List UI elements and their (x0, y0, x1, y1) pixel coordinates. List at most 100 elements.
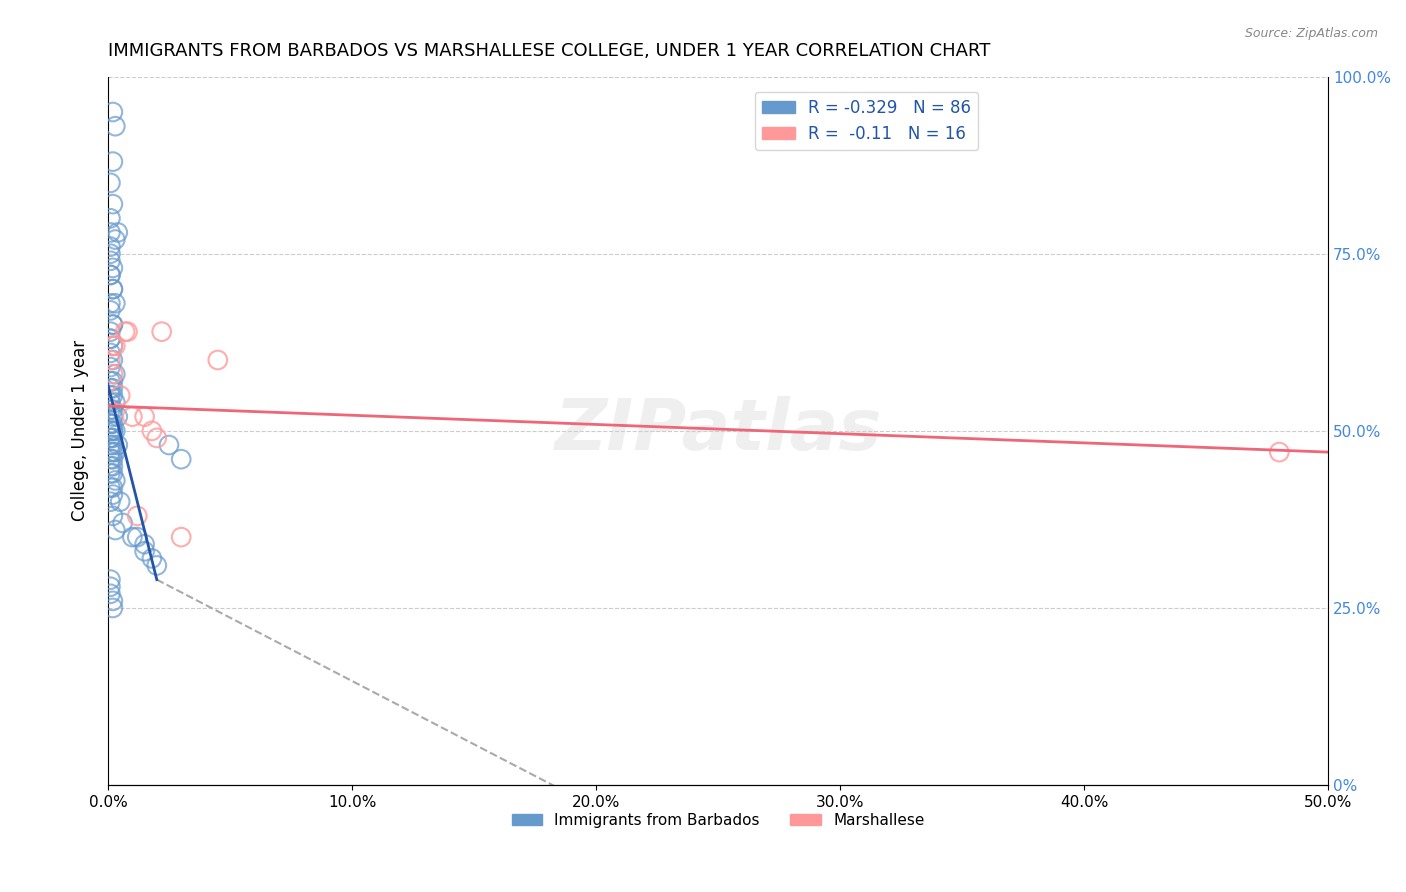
Point (101, 282, 124, 296)
Point (100, 431, 122, 445)
Point (101, 374, 124, 388)
Text: IMMIGRANTS FROM BARBADOS VS MARSHALLESE COLLEGE, UNDER 1 YEAR CORRELATION CHART: IMMIGRANTS FROM BARBADOS VS MARSHALLESE … (108, 42, 990, 60)
Point (101, 282, 124, 296)
Point (101, 381, 124, 395)
Point (101, 402, 124, 417)
Point (100, 268, 122, 282)
Point (100, 211, 122, 226)
Point (101, 459, 124, 474)
Point (127, 530, 149, 544)
Point (170, 452, 193, 467)
Point (100, 452, 122, 467)
Text: ZIPatlas: ZIPatlas (554, 396, 882, 466)
Point (100, 417, 122, 431)
Point (100, 268, 122, 282)
Point (101, 417, 124, 431)
Point (121, 530, 143, 544)
Point (107, 226, 129, 240)
Point (100, 374, 122, 388)
Point (150, 325, 173, 339)
Point (107, 409, 129, 424)
Point (101, 339, 124, 353)
Point (100, 417, 122, 431)
Text: Source: ZipAtlas.com: Source: ZipAtlas.com (1244, 27, 1378, 40)
Point (100, 573, 122, 587)
Point (101, 445, 124, 459)
Point (100, 424, 122, 438)
Point (100, 353, 122, 368)
Point (134, 537, 156, 551)
Point (100, 226, 122, 240)
Point (100, 332, 122, 346)
Point (101, 424, 124, 438)
Point (141, 551, 163, 566)
Point (134, 409, 156, 424)
Point (101, 487, 124, 501)
Point (100, 325, 122, 339)
Point (108, 494, 131, 508)
Point (104, 367, 127, 381)
Point (101, 409, 124, 424)
Point (101, 438, 124, 452)
Point (104, 119, 127, 133)
Point (100, 580, 122, 594)
Point (100, 296, 122, 310)
Point (101, 601, 124, 615)
Point (104, 445, 127, 459)
Point (104, 424, 127, 438)
Point (101, 467, 124, 481)
Point (114, 325, 136, 339)
Point (101, 508, 124, 523)
Point (146, 431, 169, 445)
Point (170, 530, 193, 544)
Point (100, 332, 122, 346)
Point (100, 239, 122, 253)
Point (100, 438, 122, 452)
Point (100, 360, 122, 375)
Point (100, 303, 122, 318)
Point (101, 318, 124, 332)
Point (111, 516, 134, 530)
Point (101, 424, 124, 438)
Point (107, 438, 129, 452)
Point (101, 105, 124, 120)
Point (134, 544, 156, 558)
Point (101, 452, 124, 467)
Point (100, 346, 122, 360)
Point (100, 587, 122, 601)
Point (101, 318, 124, 332)
Point (117, 325, 139, 339)
Point (101, 388, 124, 402)
Point (100, 176, 122, 190)
Point (146, 558, 169, 573)
Point (101, 197, 124, 211)
Point (127, 508, 149, 523)
Point (101, 367, 124, 381)
Point (100, 388, 122, 402)
Point (104, 395, 127, 409)
Point (104, 474, 127, 488)
Point (141, 424, 163, 438)
Point (101, 431, 124, 445)
Point (104, 339, 127, 353)
Point (100, 402, 122, 417)
Legend: Immigrants from Barbados, Marshallese: Immigrants from Barbados, Marshallese (506, 807, 931, 834)
Point (121, 409, 143, 424)
Y-axis label: College, Under 1 year: College, Under 1 year (72, 340, 89, 522)
Point (100, 481, 122, 495)
Point (1268, 445, 1291, 459)
Point (104, 296, 127, 310)
Point (100, 381, 122, 395)
Point (101, 481, 124, 495)
Point (101, 154, 124, 169)
Point (100, 459, 122, 474)
Point (101, 353, 124, 368)
Point (101, 260, 124, 275)
Point (100, 494, 122, 508)
Point (100, 253, 122, 268)
Point (157, 438, 180, 452)
Point (108, 388, 131, 402)
Point (101, 339, 124, 353)
Point (207, 353, 229, 368)
Point (100, 395, 122, 409)
